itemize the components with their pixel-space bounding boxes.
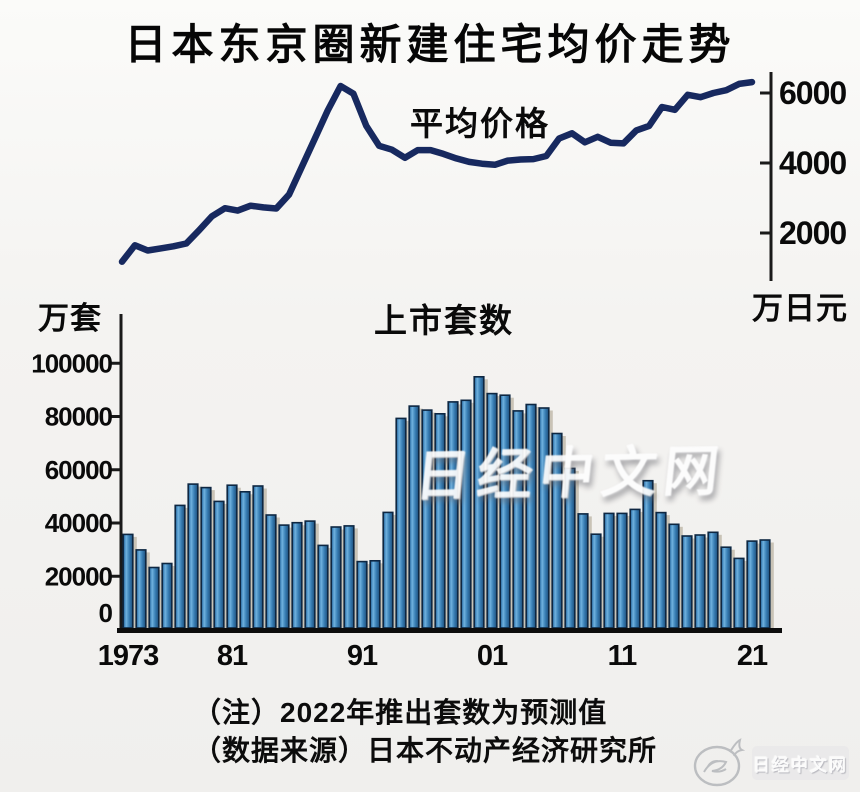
supply-axis-tick-label: 80000 — [45, 402, 113, 432]
supply-bar — [252, 485, 264, 629]
price-axis-tick-label: 2000 — [779, 215, 846, 251]
watermark-center-text: 日经中文网 — [411, 439, 730, 507]
supply-bar — [694, 534, 706, 629]
supply-bar — [577, 513, 589, 629]
supply-x-tick-label: 81 — [217, 640, 248, 672]
supply-bar — [239, 490, 251, 629]
supply-axis-tick-label: 20000 — [45, 561, 113, 591]
supply-bar — [369, 559, 381, 629]
supply-bar — [590, 533, 602, 629]
supply-x-tick-label: 21 — [737, 640, 768, 672]
supply-x-axis-line — [117, 628, 782, 633]
watermark-logo-icon — [693, 738, 746, 787]
footnote-source: （数据来源）日本不动产经济研究所 — [193, 735, 658, 766]
supply-x-tick-label: 1973 — [98, 640, 159, 672]
supply-axis-tick-label: 40000 — [45, 508, 113, 538]
price-line — [118, 78, 756, 265]
supply-bar — [304, 520, 316, 629]
supply-series-label: 上市套数 — [374, 302, 514, 339]
price-series-label: 平均价格 — [410, 105, 550, 142]
chart-title: 日本东京圈新建住宅均价走势 — [124, 21, 736, 68]
footnote-forecast: （注）2022年推出套数为预测值 — [193, 697, 608, 728]
supply-bar — [681, 535, 693, 629]
supply-bar — [668, 523, 680, 629]
supply-bar — [265, 514, 277, 629]
supply-bar — [616, 512, 628, 629]
supply-bar — [759, 539, 771, 629]
supply-x-tick-label: 91 — [347, 640, 378, 672]
supply-bar — [291, 521, 303, 629]
supply-bar — [746, 540, 758, 629]
supply-bar — [603, 512, 615, 629]
supply-bar — [317, 544, 329, 629]
supply-bar — [733, 557, 745, 629]
supply-axis-tick-label: 60000 — [45, 455, 113, 485]
price-axis-tick-label: 4000 — [779, 145, 846, 181]
supply-x-tick-label: 11 — [608, 640, 638, 672]
supply-bar — [356, 560, 368, 629]
supply-bar — [135, 549, 147, 629]
supply-bar — [278, 524, 290, 629]
supply-bar — [629, 508, 641, 629]
supply-bar — [200, 486, 212, 629]
supply-axis-unit-label: 万套 — [38, 301, 102, 336]
supply-bar — [343, 525, 355, 629]
supply-bar — [187, 483, 199, 629]
supply-bar — [174, 504, 186, 629]
price-axis-unit-label: 万日元 — [752, 291, 848, 326]
supply-bar — [408, 405, 420, 629]
supply-bar — [655, 511, 667, 629]
supply-bar — [226, 484, 238, 629]
supply-bar — [161, 562, 173, 629]
supply-axis-tick-label: 0 — [99, 598, 113, 628]
supply-bar — [395, 417, 407, 629]
supply-bar — [213, 500, 225, 629]
watermark-corner-text: 日经中文网 — [753, 755, 848, 775]
supply-bar — [707, 531, 719, 629]
supply-bar — [122, 533, 134, 629]
supply-bar — [720, 546, 732, 629]
price-axis-tick-label: 6000 — [779, 75, 846, 111]
supply-bar — [382, 511, 394, 629]
supply-axis-tick-label: 100000 — [31, 348, 112, 378]
watermark-corner-badge: 日经中文网 — [752, 746, 849, 780]
supply-bar — [148, 566, 160, 629]
supply-bar — [330, 526, 342, 629]
supply-x-tick-label: 01 — [477, 640, 508, 672]
